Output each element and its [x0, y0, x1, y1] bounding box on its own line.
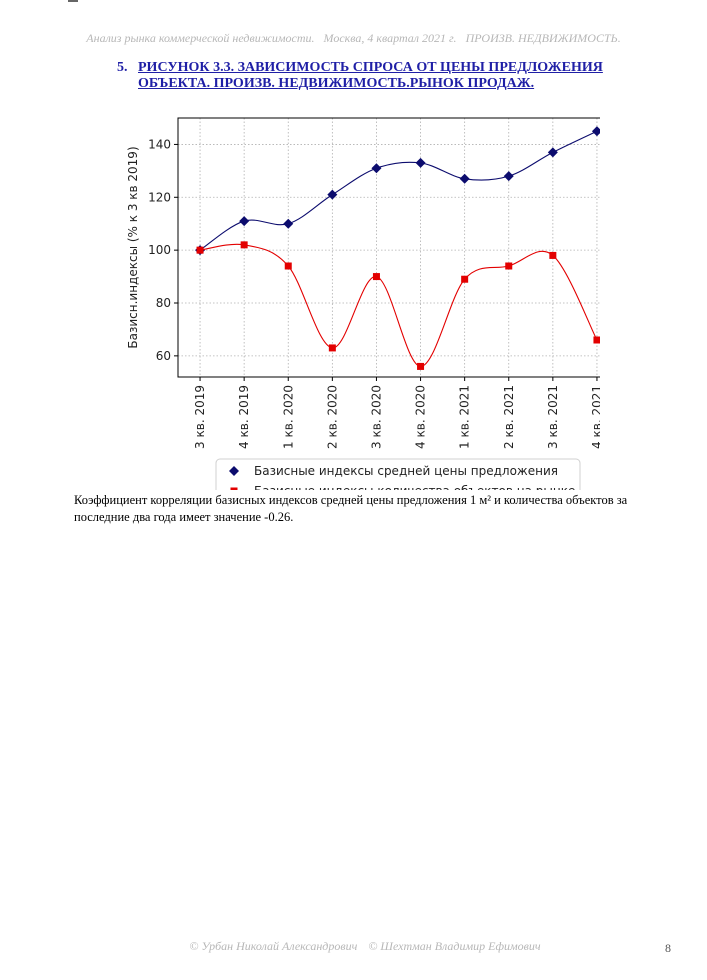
- x-tick-label: 3 кв. 2019: [193, 385, 207, 449]
- series-line-2: [199, 243, 598, 367]
- page-footer: © Урбан Николай Александрович © Шехтман …: [0, 939, 707, 954]
- series-line-1: [199, 130, 598, 251]
- series-1-point: [591, 126, 600, 137]
- x-tick-label: 3 кв. 2021: [546, 385, 560, 449]
- series-2-point: [196, 246, 204, 254]
- header-segment: ПРОИЗВ. НЕДВИЖИМОСТЬ.: [465, 31, 621, 45]
- correlation-paragraph: Коэффициент корреляции базисных индексов…: [74, 493, 628, 524]
- series-1-point: [503, 171, 514, 182]
- figure-title-line1: РИСУНОК 3.3. ЗАВИСИМОСТЬ СПРОСА ОТ ЦЕНЫ …: [138, 60, 603, 75]
- header-title: Анализ рынка коммерческой недвижимости.: [86, 31, 315, 45]
- chart: 60 80 100 120 140 3 кв. 2019 4 кв. 2019 1 кв. 2…: [126, 117, 600, 490]
- plot-frame: [177, 117, 600, 378]
- series-2-point: [417, 362, 425, 370]
- y-tick-label: 100: [148, 243, 171, 257]
- y-tick-label: 60: [156, 349, 171, 363]
- y-tick-label: 80: [156, 296, 171, 310]
- series-1-point: [239, 216, 250, 227]
- series-1-point: [547, 147, 558, 158]
- series-2-point: [240, 241, 248, 249]
- page-header: Анализ рынка коммерческой недвижимости. …: [0, 31, 707, 46]
- y-axis-label: Базисн.индексы (% к 3 кв 2019): [126, 146, 140, 348]
- series-1-point: [327, 189, 338, 200]
- x-tick-label: 2 кв. 2020: [325, 385, 339, 449]
- series-2-point: [549, 251, 557, 259]
- x-tick-label: 1 кв. 2020: [281, 385, 295, 449]
- legend-box: [215, 458, 581, 490]
- header-location-period: Москва, 4 квартал 2021 г.: [323, 31, 457, 45]
- series-1-point: [371, 163, 382, 174]
- series-2-point: [284, 262, 292, 270]
- series-2-point: [372, 273, 380, 281]
- series-1-point: [415, 157, 426, 168]
- series-1-point: [459, 173, 470, 184]
- page-number: 8: [665, 941, 671, 955]
- x-tick-label: 1 кв. 2021: [458, 385, 472, 449]
- x-tick-label: 4 кв. 2020: [414, 385, 428, 449]
- figure-title-link[interactable]: РИСУНОК 3.3. ЗАВИСИМОСТЬ СПРОСА ОТ ЦЕНЫ …: [138, 60, 603, 92]
- series-2-point: [328, 344, 336, 352]
- y-tick-label: 140: [148, 137, 171, 151]
- series-1-point: [283, 218, 294, 229]
- figure-number: 5.: [117, 60, 128, 75]
- footer-author2: © Шехтман Владимир Ефимович: [368, 939, 541, 953]
- series-2-point: [593, 336, 600, 344]
- legend-label-2: Базисные индексы количества объектов на …: [254, 484, 575, 490]
- series-2-point: [505, 262, 513, 270]
- footer-author1: © Урбан Николай Александрович: [189, 939, 358, 953]
- figure-title-line2: ОБЪЕКТА. ПРОИЗВ. НЕДВИЖИМОСТЬ.РЫНОК ПРОД…: [138, 76, 535, 91]
- x-tick-label: 2 кв. 2021: [502, 385, 516, 449]
- legend-marker-1: [229, 466, 239, 476]
- legend-label-1: Базисные индексы средней цены предложени…: [254, 464, 558, 478]
- series-2-point: [461, 275, 469, 283]
- x-tick-label: 3 кв. 2020: [369, 385, 383, 449]
- x-tick-label: 4 кв. 2021: [590, 385, 600, 449]
- y-tick-label: 120: [148, 190, 171, 204]
- x-tick-label: 4 кв. 2019: [237, 385, 251, 449]
- legend-marker-2: [230, 487, 238, 490]
- corner-mark: [68, 0, 78, 2]
